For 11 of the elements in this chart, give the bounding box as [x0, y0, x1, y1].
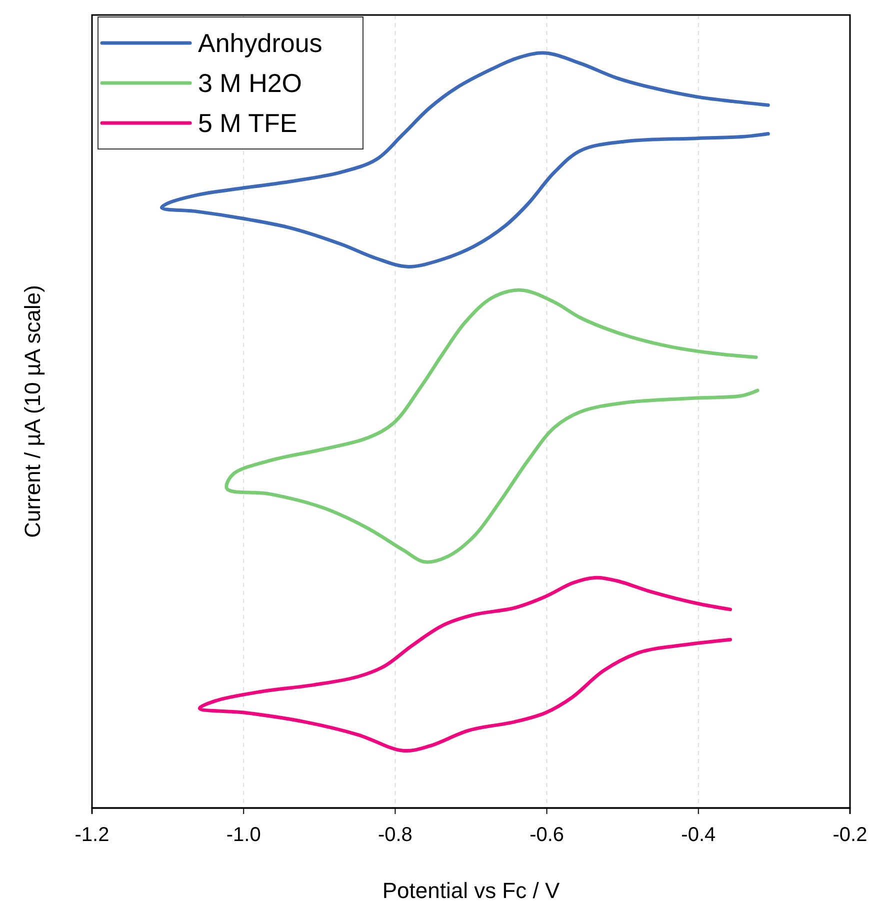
legend-label: 5 M TFE — [198, 108, 298, 138]
x-tick-label: -0.6 — [530, 824, 564, 846]
x-tick-label: -1.0 — [226, 824, 261, 846]
x-tick-label: -0.2 — [832, 824, 868, 846]
legend-label: Anhydrous — [198, 28, 322, 58]
x-tick-label: -1.2 — [74, 824, 110, 846]
x-tick-label: -0.8 — [378, 824, 412, 846]
y-axis-title: Current / µA (10 µA scale) — [20, 285, 45, 538]
legend-label: 3 M H2O — [198, 68, 302, 98]
x-tick-label: -0.4 — [681, 824, 716, 846]
x-axis-title: Potential vs Fc / V — [382, 878, 560, 903]
